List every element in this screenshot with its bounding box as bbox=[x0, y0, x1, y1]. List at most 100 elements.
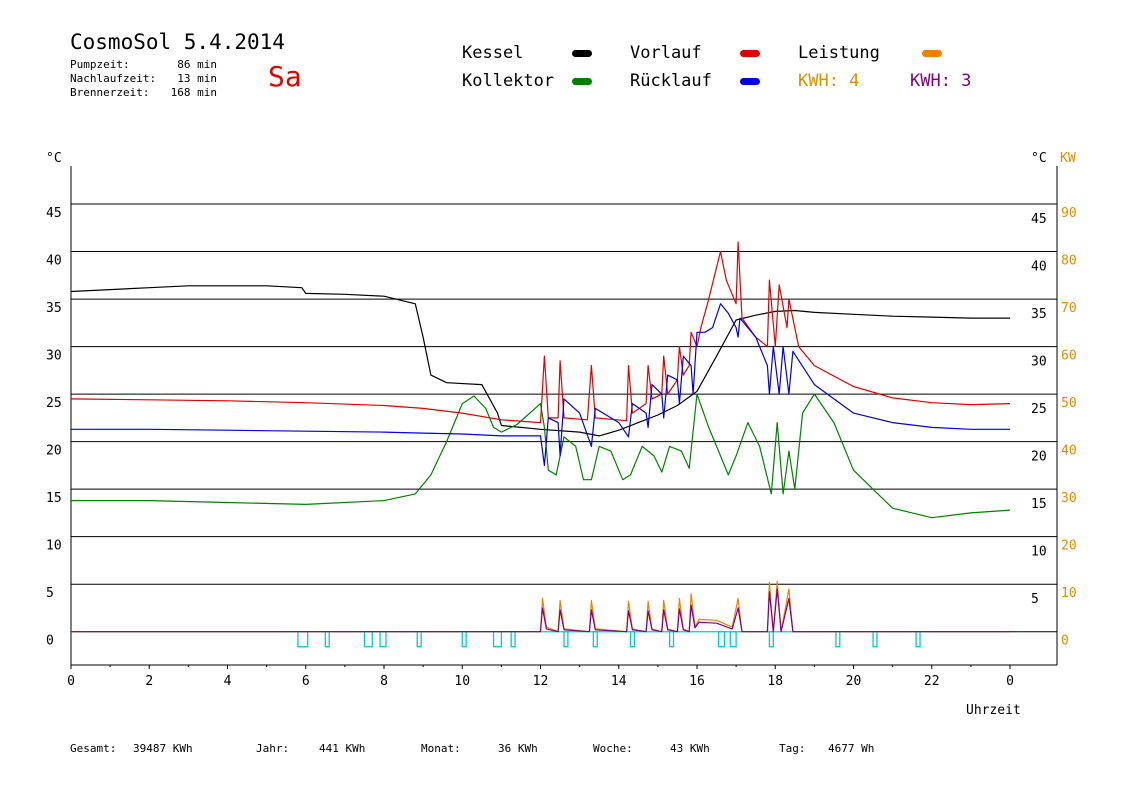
pump-marker-7 bbox=[510, 631, 516, 648]
x-tick-label-6: 12 bbox=[533, 674, 549, 689]
y-right-unit-kw: KW bbox=[1060, 151, 1076, 166]
x-tick-label-4: 8 bbox=[380, 674, 388, 689]
legend-label-kollektor: Kollektor bbox=[462, 71, 555, 91]
series-line-vorlauf bbox=[70, 241, 1011, 424]
chart-title: CosmoSol 5.4.2014 bbox=[70, 30, 285, 54]
pump-marker-6 bbox=[492, 631, 503, 648]
pump-marker-10 bbox=[629, 631, 636, 648]
y-left-tick-5: 5 bbox=[46, 586, 54, 601]
legend-swatch-kollektor bbox=[572, 78, 592, 85]
x-axis-label: Uhrzeit bbox=[966, 703, 1021, 718]
pump-marker-2 bbox=[363, 631, 373, 648]
pump-marker-3 bbox=[379, 631, 387, 648]
series-line-kollektor bbox=[71, 393, 1011, 519]
y-left-tick-20: 20 bbox=[46, 444, 62, 459]
series-line-leistung bbox=[71, 580, 1010, 633]
series-line-kessel bbox=[70, 285, 1010, 437]
day-label: Sa bbox=[268, 60, 302, 93]
y-left-tick-40: 40 bbox=[46, 254, 62, 269]
x-tick-label-10: 20 bbox=[846, 674, 862, 689]
y-right-tick-kw-70: 70 bbox=[1061, 301, 1077, 316]
x-tick-label-5: 10 bbox=[454, 674, 470, 689]
footer-gesamt-value: 39487 KWh bbox=[133, 742, 193, 755]
y-left-tick-45: 45 bbox=[46, 206, 62, 221]
y-right-tick-kw-60: 60 bbox=[1061, 349, 1077, 364]
footer-jahr-label: Jahr: bbox=[256, 742, 290, 755]
footer-jahr-value: 441 KWh bbox=[319, 742, 366, 755]
stat-brennerzeit-label: Brennerzeit: bbox=[70, 86, 150, 99]
pump-marker-12 bbox=[717, 631, 726, 648]
y-right-tick-kw-40: 40 bbox=[1061, 444, 1077, 459]
y-left-tick-30: 30 bbox=[46, 349, 62, 364]
y-right-tick-c-40: 40 bbox=[1031, 260, 1047, 275]
pump-marker-9 bbox=[592, 631, 598, 648]
y-right-tick-c-15: 15 bbox=[1031, 497, 1047, 512]
pump-marker-17 bbox=[915, 631, 921, 648]
pump-marker-4 bbox=[416, 631, 422, 648]
y-right-tick-kw-30: 30 bbox=[1061, 491, 1077, 506]
y-right-tick-kw-10: 10 bbox=[1061, 586, 1077, 601]
footer-monat-label: Monat: bbox=[421, 742, 461, 755]
x-tick-label-8: 16 bbox=[689, 674, 705, 689]
y-right-unit-c: °C bbox=[1031, 151, 1047, 166]
y-left-tick-25: 25 bbox=[46, 396, 62, 411]
pump-marker-11 bbox=[668, 631, 675, 648]
legend-label-kessel: Kessel bbox=[462, 43, 524, 63]
legend-swatch-leistung bbox=[922, 50, 942, 57]
footer-tag-label: Tag: bbox=[779, 742, 806, 755]
pump-marker-13 bbox=[729, 631, 737, 648]
y-right-tick-c-5: 5 bbox=[1031, 592, 1039, 607]
legend-label-vorlauf: Vorlauf bbox=[630, 43, 702, 63]
y-left-tick-10: 10 bbox=[46, 539, 62, 554]
y-left-tick-15: 15 bbox=[46, 491, 62, 506]
x-tick-label-1: 2 bbox=[145, 674, 153, 689]
series-line-r-cklauf bbox=[71, 303, 1010, 466]
legend-swatch-ruecklauf bbox=[740, 78, 760, 85]
x-tick-label-2: 4 bbox=[224, 674, 232, 689]
pump-marker-14 bbox=[768, 631, 774, 648]
y-right-tick-c-35: 35 bbox=[1031, 307, 1047, 322]
legend-label-leistung: Leistung bbox=[798, 43, 880, 63]
pump-marker-16 bbox=[872, 631, 878, 648]
pump-marker-5 bbox=[461, 631, 467, 648]
pump-marker-1 bbox=[324, 631, 330, 648]
stat-pumpzeit-value: 86 min bbox=[177, 58, 217, 71]
y-right-tick-kw-50: 50 bbox=[1061, 396, 1077, 411]
y-left-tick-35: 35 bbox=[46, 301, 62, 316]
series-line-leistung-2 bbox=[71, 588, 1010, 633]
footer-woche-label: Woche: bbox=[593, 742, 633, 755]
stat-nachlaufzeit-label: Nachlaufzeit: bbox=[70, 72, 157, 85]
y-left-unit: °C bbox=[46, 151, 62, 166]
legend-swatch-vorlauf bbox=[740, 50, 760, 57]
y-right-tick-kw-90: 90 bbox=[1061, 206, 1077, 221]
stat-pumpzeit-label: Pumpzeit: bbox=[70, 58, 130, 71]
footer-monat-value: 36 KWh bbox=[498, 742, 538, 755]
y-right-tick-kw-80: 80 bbox=[1061, 254, 1077, 269]
x-tick-label-12: 0 bbox=[1006, 674, 1014, 689]
x-tick-label-0: 0 bbox=[67, 674, 75, 689]
legend-kwh-1: KWH: 4 bbox=[798, 71, 860, 91]
pump-marker-0 bbox=[297, 631, 309, 648]
footer-tag-value: 4677 Wh bbox=[828, 742, 875, 755]
y-right-tick-kw-0: 0 bbox=[1061, 634, 1069, 649]
pump-marker-8 bbox=[563, 631, 569, 648]
legend-swatch-kessel bbox=[572, 50, 592, 57]
y-right-tick-kw-20: 20 bbox=[1061, 539, 1077, 554]
footer-woche-value: 43 KWh bbox=[670, 742, 710, 755]
y-right-tick-c-20: 20 bbox=[1031, 450, 1047, 465]
legend-kwh-2: KWH: 3 bbox=[910, 71, 972, 91]
legend-label-ruecklauf: Rücklauf bbox=[630, 71, 712, 91]
y-right-tick-c-30: 30 bbox=[1031, 355, 1047, 370]
stat-brennerzeit-value: 168 min bbox=[170, 86, 217, 99]
footer-gesamt-label: Gesamt: bbox=[70, 742, 117, 755]
y-right-tick-c-45: 45 bbox=[1031, 212, 1047, 227]
x-tick-label-11: 22 bbox=[924, 674, 940, 689]
stat-nachlaufzeit-value: 13 min bbox=[177, 72, 217, 85]
x-tick-label-3: 6 bbox=[302, 674, 310, 689]
x-tick-label-9: 18 bbox=[767, 674, 783, 689]
pump-marker-15 bbox=[835, 631, 841, 648]
y-right-tick-c-25: 25 bbox=[1031, 402, 1047, 417]
x-tick-label-7: 14 bbox=[611, 674, 627, 689]
